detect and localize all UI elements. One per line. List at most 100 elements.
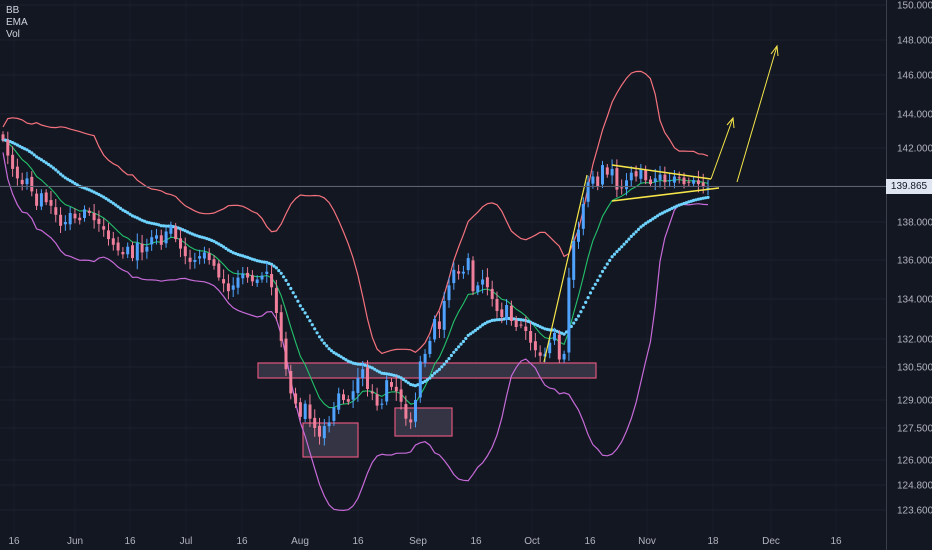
candle <box>668 173 672 188</box>
ema-dot <box>159 224 163 228</box>
time-axis[interactable]: 16 Jun 16 Jul 16 Aug 16 Sep 16 Oct 16 Nov 18 Dec 16 <box>8 536 842 547</box>
pennant-upper-line <box>611 164 712 180</box>
ema-dot <box>670 206 674 210</box>
price-tick-label: 148.000 <box>897 36 932 47</box>
ema-dot <box>214 241 218 245</box>
ema-dot <box>648 218 653 223</box>
ema-dot <box>430 374 434 378</box>
candle <box>44 189 48 206</box>
candle <box>260 272 264 283</box>
ema-dot <box>454 348 458 352</box>
candle <box>116 236 120 256</box>
ema-dot <box>339 355 343 359</box>
ema-dot <box>593 282 597 286</box>
price-tick-label: 127.500 <box>897 424 932 435</box>
ema-dot <box>210 238 214 242</box>
candle <box>601 160 604 189</box>
candle <box>625 173 628 196</box>
ema-dot <box>102 195 106 199</box>
ema-dot <box>99 194 103 198</box>
ema-dot <box>250 257 254 261</box>
ema-dot <box>18 144 22 148</box>
ema-dot <box>387 372 391 376</box>
ema-dot <box>545 327 549 331</box>
candle <box>519 321 523 329</box>
ema-dot <box>42 159 46 163</box>
ema-dot <box>59 172 63 176</box>
time-tick-label: Nov <box>638 536 656 547</box>
candle <box>577 221 580 249</box>
candle <box>433 315 437 343</box>
price-tick-label: 132.000 <box>897 335 932 346</box>
candle <box>533 333 537 358</box>
ema-dot <box>562 332 566 336</box>
candle <box>164 226 168 248</box>
ema-dot <box>445 359 449 363</box>
candle <box>620 179 624 195</box>
ema-dot <box>193 233 197 237</box>
candle <box>68 206 72 231</box>
ema-dot <box>111 201 115 205</box>
ema-dot <box>382 371 386 376</box>
ema-dot <box>315 331 319 335</box>
ema-dot <box>581 305 585 309</box>
ema-dot <box>272 264 276 268</box>
legend-bb[interactable]: BB <box>6 5 20 16</box>
ema-dot <box>310 323 314 327</box>
ema-dot <box>490 318 494 322</box>
ema-dot <box>116 205 120 209</box>
legend-ema[interactable]: EMA <box>6 17 28 28</box>
trend-line-oct <box>543 174 588 363</box>
candle <box>188 249 192 270</box>
ema-dot <box>591 286 595 290</box>
candle <box>241 267 245 285</box>
candle <box>423 349 427 368</box>
ema-dot <box>675 204 679 208</box>
candle <box>92 204 96 229</box>
ema-dot <box>13 142 17 146</box>
projection-arrow-1 <box>710 117 734 180</box>
price-tick-label: 130.500 <box>897 363 932 374</box>
ema-dot <box>109 200 113 204</box>
ema-dot <box>377 370 382 374</box>
ema-dot <box>351 361 355 365</box>
ema-dot <box>344 358 348 362</box>
legend-vol[interactable]: Vol <box>6 29 20 40</box>
ema-dot <box>246 255 250 259</box>
candle <box>596 171 600 191</box>
ema-dot <box>656 214 660 218</box>
candle <box>318 417 321 445</box>
ema-dot <box>644 221 648 225</box>
annotations <box>543 44 779 363</box>
candle <box>217 260 221 281</box>
time-tick-label: 16 <box>124 536 136 547</box>
ema-dot <box>660 211 665 215</box>
candle <box>553 327 556 345</box>
ema-dot <box>66 177 70 181</box>
candle <box>246 267 250 283</box>
ema-dot <box>190 232 194 236</box>
candle <box>361 361 365 387</box>
ema-dot <box>85 187 89 191</box>
price-axis[interactable]: 150.000148.000146.000144.000142.000140.0… <box>886 0 932 550</box>
ema-dot <box>706 195 710 199</box>
candle <box>289 364 293 400</box>
ema-dot <box>104 197 108 201</box>
ema-dot <box>620 245 624 249</box>
ema-dot <box>183 229 187 233</box>
ema-dot <box>150 221 154 225</box>
candle <box>150 230 154 251</box>
ema-dot <box>469 332 473 336</box>
candle <box>327 416 331 433</box>
ema-dot <box>282 275 286 279</box>
ema-dot <box>603 266 607 270</box>
candle <box>11 146 15 177</box>
ema-dot <box>231 251 235 255</box>
ema-dot <box>346 359 350 363</box>
candle <box>490 280 494 307</box>
candle <box>390 378 393 391</box>
ema-dot <box>162 224 166 228</box>
ema-dot <box>145 220 149 224</box>
candle <box>270 265 274 296</box>
